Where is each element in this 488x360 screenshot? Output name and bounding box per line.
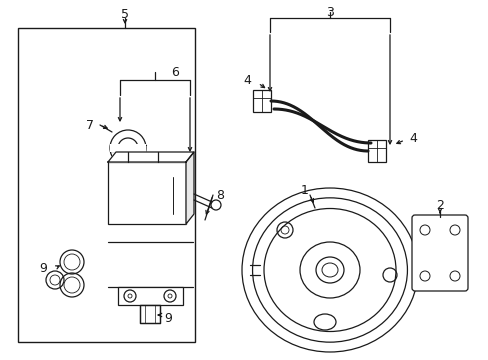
Text: 1: 1 <box>301 184 308 197</box>
Bar <box>118 287 183 305</box>
Text: 8: 8 <box>216 189 224 202</box>
Text: 3: 3 <box>325 5 333 18</box>
Text: 9: 9 <box>39 261 47 274</box>
Bar <box>140 305 160 323</box>
Text: 2: 2 <box>435 198 443 212</box>
Polygon shape <box>185 152 194 224</box>
FancyBboxPatch shape <box>411 215 467 291</box>
Bar <box>252 90 270 112</box>
Text: 9: 9 <box>164 311 172 324</box>
Text: 7: 7 <box>86 118 94 131</box>
Polygon shape <box>108 152 194 162</box>
Text: 5: 5 <box>121 8 129 21</box>
Text: 4: 4 <box>243 73 250 86</box>
Bar <box>18 28 195 342</box>
Text: 6: 6 <box>171 66 179 78</box>
Bar <box>110 144 146 152</box>
Bar <box>367 140 385 162</box>
Text: 4: 4 <box>408 131 416 144</box>
Bar <box>108 162 185 224</box>
